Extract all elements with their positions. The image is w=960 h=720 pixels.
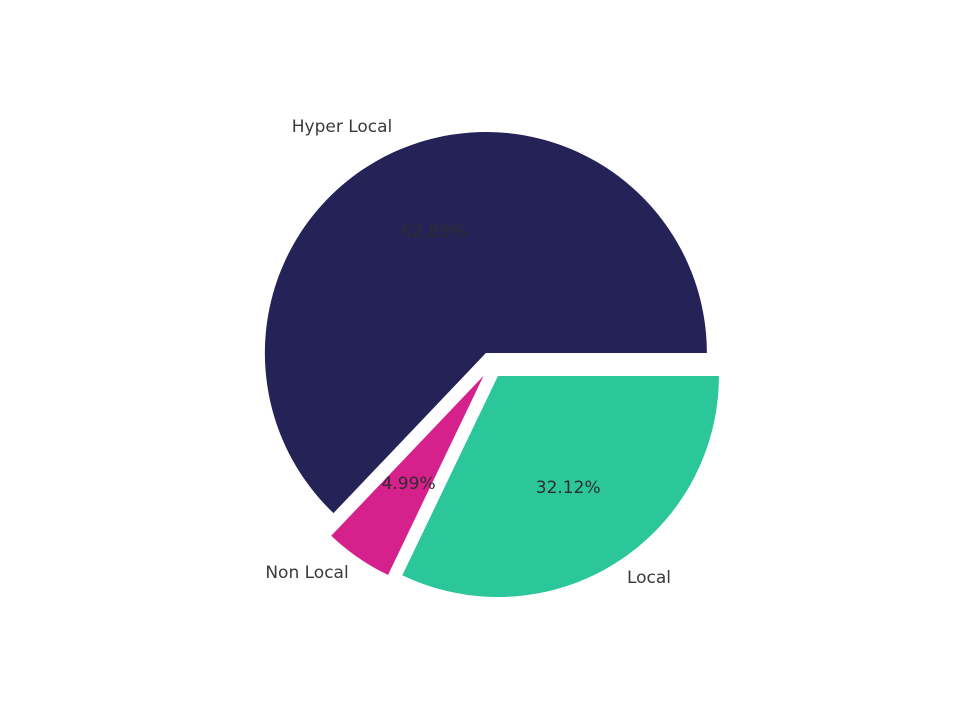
slice-label-non-local: Non Local: [265, 562, 349, 583]
pie-slice-local[interactable]: [402, 376, 719, 597]
slice-label-hyper-local: Hyper Local: [291, 116, 393, 137]
pie-slice-non-local[interactable]: [331, 375, 484, 575]
pie-slice-hyper-local[interactable]: [264, 132, 707, 514]
slice-label-local: Local: [626, 567, 672, 588]
